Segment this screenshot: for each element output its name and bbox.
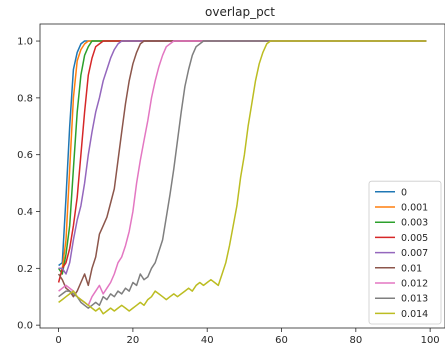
x-tick-label: 40 — [201, 335, 214, 346]
y-tick-label: 1.0 — [17, 37, 33, 48]
legend-label-0.003: 0.003 — [401, 218, 428, 229]
y-tick-label: 0.8 — [17, 93, 33, 104]
x-tick-label: 20 — [127, 335, 140, 346]
legend-label-0.007: 0.007 — [401, 248, 428, 259]
legend-label-0.014: 0.014 — [401, 309, 428, 320]
y-tick-label: 0.2 — [17, 264, 33, 275]
chart-title: overlap_pct — [205, 5, 275, 19]
legend-label-0.01: 0.01 — [401, 263, 422, 274]
legend-label-0: 0 — [401, 187, 407, 198]
legend-label-0.001: 0.001 — [401, 203, 428, 214]
axis-ticks: 0 20 40 60 80 100 0.0 0.2 0.4 0.6 0.8 1.0 — [17, 37, 440, 346]
y-tick-label: 0.4 — [17, 207, 33, 218]
x-tick-label: 0 — [55, 335, 61, 346]
axes-frame — [39, 23, 445, 329]
legend: 0 0.001 0.003 0.005 0.007 0.01 0.012 0.013 0.014 — [368, 180, 442, 325]
x-tick-label: 100 — [421, 335, 440, 346]
x-tick-label: 60 — [275, 335, 288, 346]
legend-label-0.012: 0.012 — [401, 279, 428, 290]
y-tick-label: 0.6 — [17, 150, 33, 161]
legend-label-0.013: 0.013 — [401, 294, 428, 305]
legend-label-0.005: 0.005 — [401, 233, 428, 244]
y-tick-label: 0.0 — [17, 321, 33, 332]
legend-box — [368, 180, 442, 325]
x-tick-label: 80 — [349, 335, 362, 346]
plot-area — [57, 40, 427, 315]
series-line-0.014 — [58, 40, 427, 315]
